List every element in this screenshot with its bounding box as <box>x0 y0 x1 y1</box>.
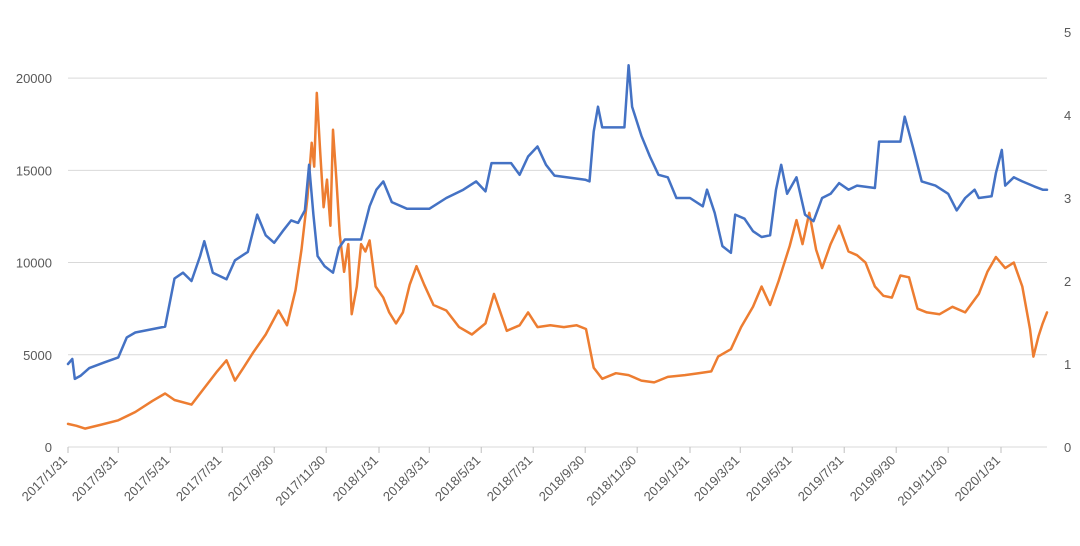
y-tick-label: 20000 <box>16 71 52 86</box>
axis-layer <box>67 447 1002 453</box>
x-tick-label: 2018/11/30 <box>583 453 639 509</box>
y2-tick-label: 5 <box>1064 25 1071 40</box>
x-tick-label: 2019/11/30 <box>894 453 950 509</box>
y2-tick-label: 0 <box>1064 440 1071 455</box>
x-tick-label: 2017/3/31 <box>69 453 121 505</box>
x-tick-label: 2017/9/30 <box>225 453 277 505</box>
x-tick-label: 2019/3/31 <box>691 453 743 505</box>
x-tick-label: 2019/5/31 <box>743 453 795 505</box>
series-layer <box>66 63 1049 430</box>
x-tick-label: 2019/1/31 <box>641 453 693 505</box>
series-line-left-axis <box>66 91 1049 430</box>
y2-tick-label: 1 <box>1064 357 1071 372</box>
x-tick-label: 2017/11/30 <box>272 453 328 509</box>
y-tick-label: 15000 <box>16 163 52 178</box>
label-layer: 050001000015000200000123452017/1/312017/… <box>16 25 1071 508</box>
y-tick-label: 5000 <box>23 348 52 363</box>
y2-tick-label: 4 <box>1064 108 1071 123</box>
x-tick-label: 2017/5/31 <box>121 453 173 505</box>
y-tick-label: 10000 <box>16 256 52 271</box>
x-tick-label: 2017/1/31 <box>19 453 71 505</box>
x-tick-label: 2018/7/31 <box>484 453 536 505</box>
x-tick-label: 2018/1/31 <box>330 453 382 505</box>
y2-tick-label: 3 <box>1064 191 1071 206</box>
y2-tick-label: 2 <box>1064 274 1071 289</box>
x-tick-label: 2019/9/30 <box>847 453 899 505</box>
x-tick-label: 2020/1/31 <box>952 453 1004 505</box>
series-line-right-axis <box>66 63 1049 381</box>
grid-layer <box>68 77 1047 448</box>
x-tick-label: 2018/3/31 <box>380 453 432 505</box>
x-tick-label: 2019/7/31 <box>795 453 847 505</box>
x-tick-label: 2018/5/31 <box>432 453 484 505</box>
x-tick-label: 2017/7/31 <box>173 453 225 505</box>
y-tick-label: 0 <box>45 440 52 455</box>
x-tick-label: 2018/9/30 <box>536 453 588 505</box>
